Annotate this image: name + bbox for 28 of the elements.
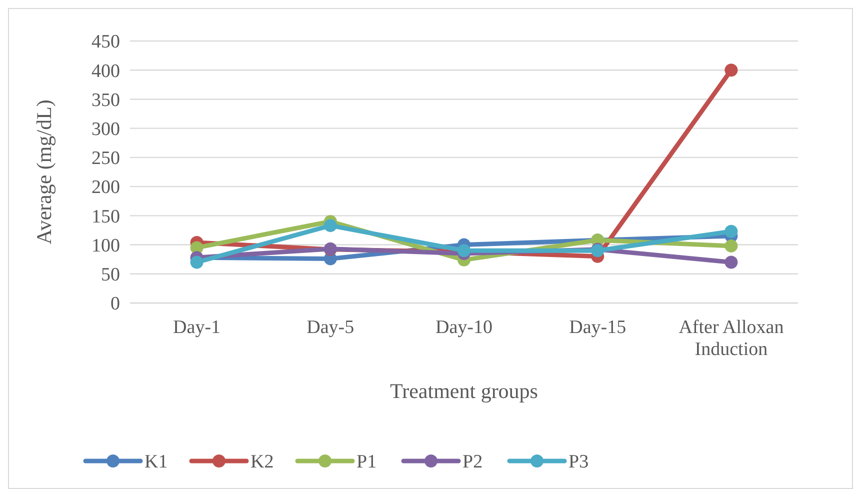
- y-axis-title: Average (mg/dL): [32, 100, 56, 244]
- legend-label: K2: [250, 452, 274, 473]
- y-tick-label: 300: [92, 118, 120, 140]
- y-tick-label: 100: [92, 235, 120, 256]
- legend-label: P3: [568, 452, 589, 473]
- point: [724, 224, 738, 238]
- y-tick-label: 450: [92, 32, 120, 53]
- y-tick-label: 400: [92, 60, 120, 82]
- y-tick-label: 200: [92, 177, 120, 198]
- x-tick-label: Day-15: [569, 317, 626, 338]
- y-tick-label: 250: [92, 148, 120, 170]
- y-tick-label: 350: [92, 90, 120, 111]
- point: [724, 239, 738, 252]
- point: [190, 256, 204, 269]
- x-tick-label: Day-1: [173, 317, 221, 338]
- point: [724, 256, 738, 269]
- point: [724, 64, 738, 77]
- legend-label: P1: [356, 452, 377, 473]
- y-tick-label: 150: [92, 206, 120, 228]
- point: [324, 219, 337, 232]
- x-tick-label: Day-10: [436, 317, 492, 338]
- legend-label: P2: [462, 452, 483, 473]
- x-axis-title: Treatment groups: [390, 379, 538, 403]
- y-tick-label: 0: [110, 294, 120, 315]
- legend-label: K1: [144, 452, 168, 473]
- y-tick-label: 50: [101, 264, 120, 286]
- x-tick-label: Day-5: [306, 317, 354, 338]
- x-tick-label: After Alloxan Induction: [678, 317, 784, 360]
